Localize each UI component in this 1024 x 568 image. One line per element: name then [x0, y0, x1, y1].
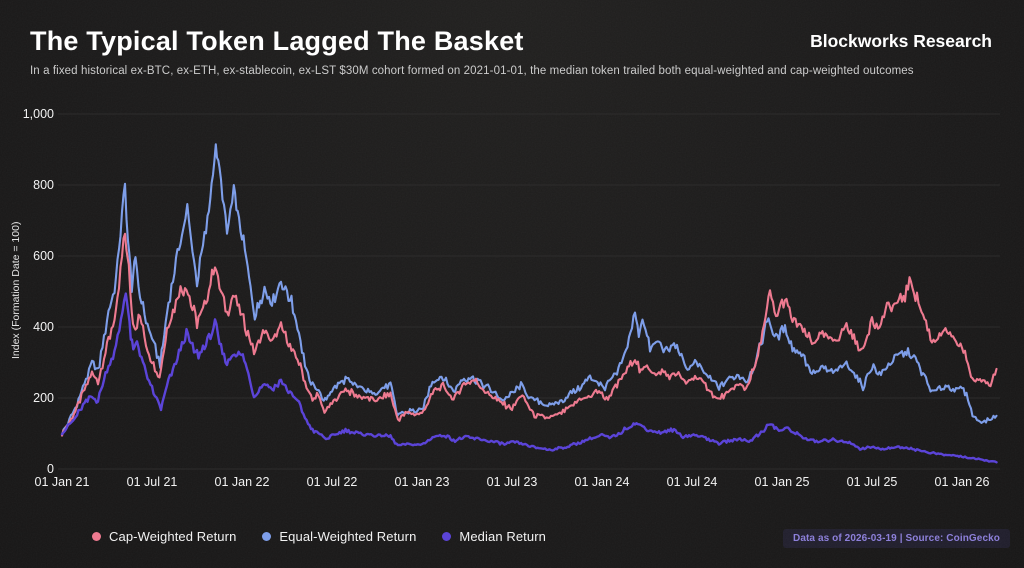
x-tick-label: 01 Jan 21 [35, 475, 90, 489]
x-tick-label: 01 Jul 24 [667, 475, 718, 489]
x-tick-label: 01 Jan 22 [215, 475, 270, 489]
page-subtitle: In a fixed historical ex-BTC, ex-ETH, ex… [30, 65, 914, 77]
legend-label: Median Return [459, 529, 546, 544]
legend-dot-icon [442, 532, 452, 541]
x-tick-label: 01 Jul 25 [847, 475, 898, 489]
y-tick-label: 600 [33, 249, 54, 263]
x-tick-label: 01 Jan 25 [755, 475, 810, 489]
x-tick-label: 01 Jul 22 [307, 475, 358, 489]
legend-label: Equal-Weighted Return [279, 529, 417, 544]
legend-label: Cap-Weighted Return [109, 529, 237, 544]
y-tick-label: 800 [33, 178, 54, 192]
y-tick-label: 200 [33, 391, 54, 405]
x-tick-label: 01 Jan 24 [575, 475, 630, 489]
series-line-median-return [60, 292, 998, 464]
y-tick-label: 0 [47, 462, 54, 476]
y-tick-label: 1,000 [23, 107, 54, 121]
brand-logo: Blockworks Research [810, 31, 992, 51]
x-tick-label: 01 Jul 21 [127, 475, 178, 489]
page-title: The Typical Token Lagged The Basket [30, 26, 524, 56]
legend-item: Cap-Weighted Return [92, 529, 236, 544]
legend: Cap-Weighted Return Equal-Weighted Return… [92, 529, 546, 544]
y-tick-label: 400 [33, 320, 54, 334]
data-source-note: Data as of 2026-03-19 | Source: CoinGeck… [783, 529, 1010, 548]
series-line-equal-weighted-return [60, 143, 998, 437]
series-line-cap-weighted-return [60, 232, 998, 437]
x-tick-label: 01 Jan 23 [395, 475, 450, 489]
x-tick-label: 01 Jan 26 [935, 475, 990, 489]
legend-dot-icon [92, 532, 101, 541]
legend-item: Equal-Weighted Return [262, 529, 416, 544]
x-tick-label: 01 Jul 23 [487, 475, 538, 489]
legend-item: Median Return [442, 529, 546, 544]
legend-dot-icon [262, 532, 272, 541]
